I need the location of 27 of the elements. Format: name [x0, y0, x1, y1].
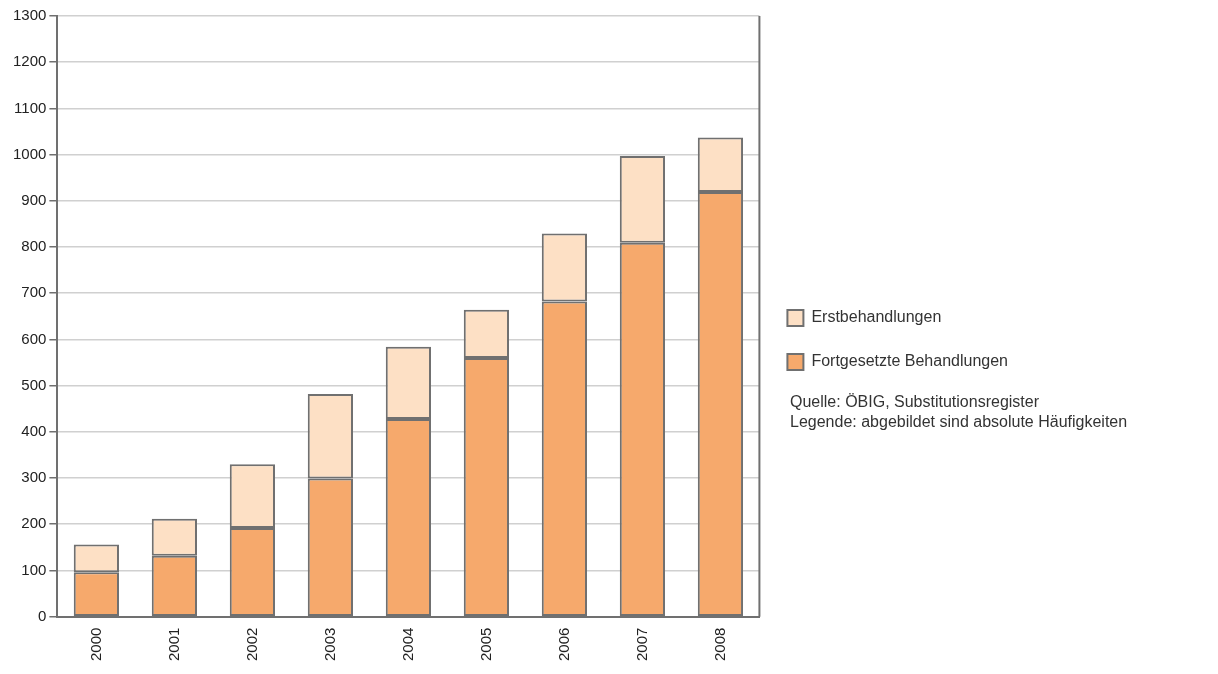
y-tick-label: 600 — [21, 329, 47, 347]
x-tick-label: 2004 — [398, 627, 416, 662]
y-tick-label: 500 — [21, 375, 47, 393]
x-tick-label: 2006 — [554, 627, 572, 662]
y-tick-label: 700 — [21, 283, 47, 301]
y-tick-label: 400 — [21, 421, 47, 439]
x-tick-label: 2008 — [710, 627, 728, 662]
y-tick-label: 1100 — [14, 98, 47, 116]
x-tick-label: 2005 — [476, 627, 494, 662]
x-tick-label: 2007 — [632, 627, 650, 662]
x-tick-label: 2002 — [242, 627, 260, 662]
y-tick-label: 0 — [38, 606, 47, 624]
x-tick-label: 2001 — [164, 627, 182, 662]
legend-label: Erstbehandlungen — [811, 308, 942, 326]
text: Legende: abgebildet sind absolute Häufigkeiten — [790, 412, 1128, 432]
y-tick-label: 200 — [21, 514, 47, 532]
source-note: Quelle: ÖBIG, Substitutionsregister — [790, 392, 1040, 412]
y-tick-label: 1300 — [12, 6, 47, 24]
y-tick-label: 100 — [21, 560, 47, 578]
legend-label: Fortgesetzte Behandlungen — [811, 352, 1009, 370]
y-tick-label: 1200 — [12, 52, 47, 70]
y-tick-label: 300 — [21, 468, 47, 486]
x-tick-label: 2003 — [320, 627, 338, 662]
x-tick-label: 2000 — [86, 627, 104, 662]
y-tick-label: 1000 — [12, 144, 47, 162]
y-tick-label: 800 — [21, 237, 47, 255]
y-tick-label: 900 — [21, 190, 47, 208]
